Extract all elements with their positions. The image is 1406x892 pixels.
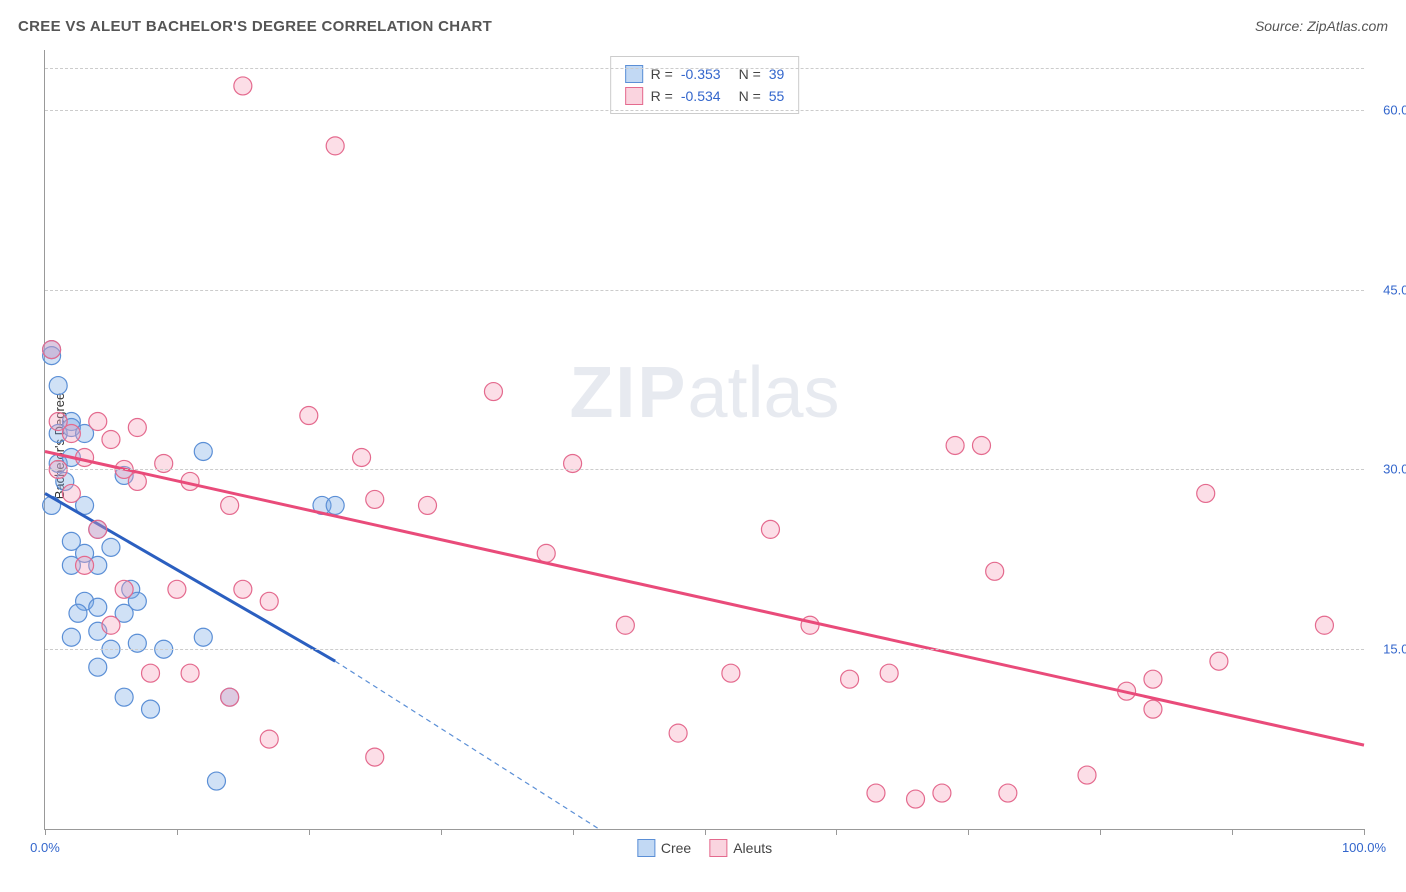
data-point	[62, 425, 80, 443]
data-point	[326, 496, 344, 514]
data-point	[207, 772, 225, 790]
data-point	[128, 472, 146, 490]
data-point	[260, 592, 278, 610]
data-point	[221, 688, 239, 706]
data-point	[353, 448, 371, 466]
xtick	[441, 829, 442, 835]
data-point	[616, 616, 634, 634]
data-point	[43, 341, 61, 359]
data-point	[841, 670, 859, 688]
data-point	[972, 436, 990, 454]
data-point	[62, 484, 80, 502]
gridline-h	[45, 110, 1364, 111]
xtick	[177, 829, 178, 835]
data-point	[89, 598, 107, 616]
gridline-h	[45, 68, 1364, 69]
legend-swatch-cree	[637, 839, 655, 857]
data-point	[537, 544, 555, 562]
data-point	[986, 562, 1004, 580]
data-point	[49, 377, 67, 395]
xtick-label: 0.0%	[30, 840, 60, 855]
data-point	[89, 658, 107, 676]
data-point	[168, 580, 186, 598]
xtick	[836, 829, 837, 835]
data-point	[1078, 766, 1096, 784]
xtick	[309, 829, 310, 835]
xtick	[1100, 829, 1101, 835]
xtick	[573, 829, 574, 835]
legend-label: Aleuts	[733, 840, 772, 856]
data-point	[880, 664, 898, 682]
chart-title: CREE VS ALEUT BACHELOR'S DEGREE CORRELAT…	[18, 18, 492, 35]
data-point	[89, 413, 107, 431]
data-point	[221, 496, 239, 514]
data-point	[102, 538, 120, 556]
data-point	[69, 604, 87, 622]
data-point	[234, 77, 252, 95]
trend-line	[45, 493, 335, 661]
data-point	[484, 383, 502, 401]
gridline-h	[45, 469, 1364, 470]
data-point	[867, 784, 885, 802]
data-point	[1315, 616, 1333, 634]
xtick	[705, 829, 706, 835]
data-point	[933, 784, 951, 802]
data-point	[907, 790, 925, 808]
ytick-label: 30.0%	[1370, 462, 1406, 477]
data-point	[669, 724, 687, 742]
xtick	[1232, 829, 1233, 835]
xtick-label: 100.0%	[1342, 840, 1386, 855]
data-point	[1144, 700, 1162, 718]
data-point	[999, 784, 1017, 802]
data-point	[128, 419, 146, 437]
data-point	[1210, 652, 1228, 670]
data-point	[1144, 670, 1162, 688]
data-point	[194, 628, 212, 646]
ytick-label: 45.0%	[1370, 282, 1406, 297]
source-label: Source: ZipAtlas.com	[1255, 18, 1388, 34]
xtick	[45, 829, 46, 835]
data-point	[76, 556, 94, 574]
data-point	[234, 580, 252, 598]
data-point	[115, 580, 133, 598]
data-point	[142, 664, 160, 682]
plot-area: ZIPatlas R = -0.353 N = 39 R = -0.534 N …	[44, 50, 1364, 830]
xtick	[968, 829, 969, 835]
data-point	[181, 664, 199, 682]
data-point	[300, 407, 318, 425]
data-point	[1197, 484, 1215, 502]
ytick-label: 15.0%	[1370, 642, 1406, 657]
legend-label: Cree	[661, 840, 691, 856]
legend-item-cree: Cree	[637, 839, 691, 857]
data-point	[62, 628, 80, 646]
xtick	[1364, 829, 1365, 835]
data-point	[142, 700, 160, 718]
legend-bottom: Cree Aleuts	[637, 839, 772, 857]
data-point	[115, 688, 133, 706]
ytick-label: 60.0%	[1370, 102, 1406, 117]
data-point	[722, 664, 740, 682]
data-point	[260, 730, 278, 748]
data-point	[419, 496, 437, 514]
data-point	[102, 616, 120, 634]
legend-swatch-aleuts	[709, 839, 727, 857]
trend-line-extension	[335, 661, 599, 829]
data-point	[102, 431, 120, 449]
legend-item-aleuts: Aleuts	[709, 839, 772, 857]
data-point	[43, 496, 61, 514]
data-point	[326, 137, 344, 155]
data-point	[194, 442, 212, 460]
chart-svg	[45, 50, 1364, 829]
gridline-h	[45, 649, 1364, 650]
data-point	[761, 520, 779, 538]
data-point	[89, 520, 107, 538]
gridline-h	[45, 290, 1364, 291]
title-bar: CREE VS ALEUT BACHELOR'S DEGREE CORRELAT…	[18, 18, 1388, 35]
data-point	[366, 748, 384, 766]
data-point	[946, 436, 964, 454]
data-point	[366, 490, 384, 508]
